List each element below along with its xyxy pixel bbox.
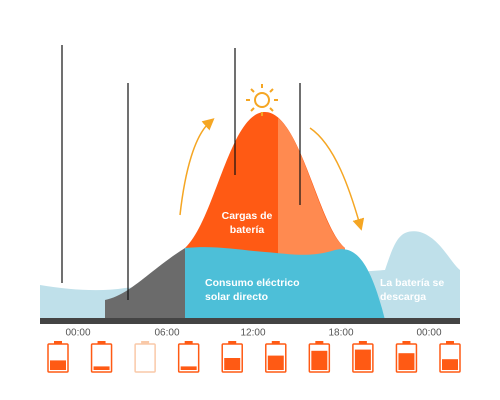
battery-level [354, 349, 371, 370]
discharge-label: La batería se [380, 277, 444, 289]
battery-level [224, 358, 241, 370]
battery-body [221, 343, 243, 373]
battery-cap [184, 341, 193, 344]
vertical-lines [61, 45, 301, 300]
consumption-label: Consumo eléctrico [205, 277, 300, 289]
battery-level [93, 366, 110, 370]
battery-level [442, 359, 458, 370]
battery-cap [54, 341, 62, 344]
battery-body [395, 343, 418, 373]
time-label: 06:00 [154, 328, 179, 339]
battery-cap [358, 341, 367, 344]
time-label: 00:00 [416, 328, 441, 339]
direct-consumption-area [185, 247, 385, 320]
battery-level [267, 355, 284, 370]
discharge-label: descarga [380, 291, 426, 303]
sun-icon [246, 84, 278, 116]
battery-body [352, 343, 374, 373]
battery-cap [271, 341, 280, 344]
rise-arrow [179, 118, 215, 216]
battery-body [308, 343, 331, 373]
battery-cap [315, 341, 324, 344]
grid-area [105, 248, 200, 320]
battery-cap [97, 341, 106, 344]
time-label: 00:00 [65, 328, 90, 339]
battery-cap [402, 341, 411, 344]
battery-body [90, 343, 113, 373]
battery-cap [446, 341, 454, 344]
time-label: 12:00 [240, 328, 265, 339]
battery-cap [141, 341, 150, 344]
battery-body [47, 343, 69, 373]
battery-level [311, 350, 328, 370]
battery-body [177, 343, 200, 373]
battery-body [265, 343, 287, 373]
time-label: 18:00 [328, 328, 353, 339]
battery-level [180, 366, 197, 370]
battery-body [134, 343, 156, 373]
battery-level [50, 360, 66, 370]
time-axis [40, 318, 460, 324]
battery-body [439, 343, 461, 373]
charging-label: Cargas de [222, 210, 273, 222]
fall-arrow [309, 127, 365, 231]
battery-level [398, 353, 415, 370]
consumption-label: solar directo [205, 291, 268, 303]
battery-cap [228, 341, 237, 344]
charging-label: batería [230, 224, 265, 236]
